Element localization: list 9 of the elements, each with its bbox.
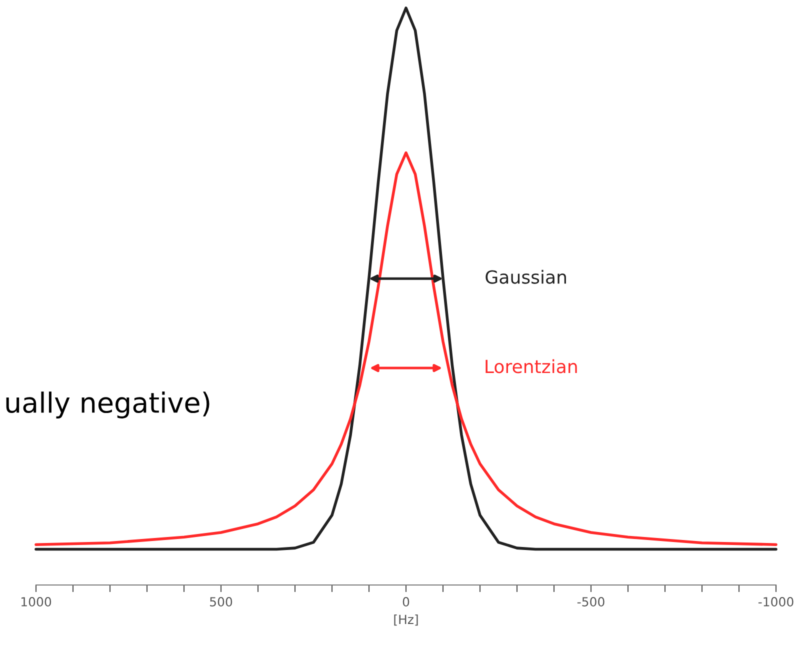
x-tick-label: 1000 (21, 597, 52, 606)
annotation: Gaussian (486, 270, 566, 284)
x-tick-label: -500 (577, 597, 604, 606)
x-tick-label: 500 (210, 597, 232, 606)
x-axis-title: [Hz] (394, 614, 418, 626)
x-tick-label: 0 (402, 597, 410, 606)
x-tick-label: -1000 (758, 597, 794, 606)
annotation: Lorentzian (486, 359, 577, 374)
annotation: ually negative) (6, 392, 210, 418)
